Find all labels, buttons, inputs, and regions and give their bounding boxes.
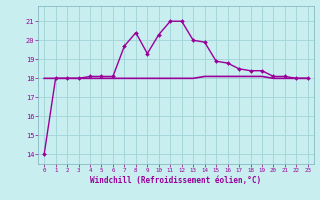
X-axis label: Windchill (Refroidissement éolien,°C): Windchill (Refroidissement éolien,°C) bbox=[91, 176, 261, 185]
